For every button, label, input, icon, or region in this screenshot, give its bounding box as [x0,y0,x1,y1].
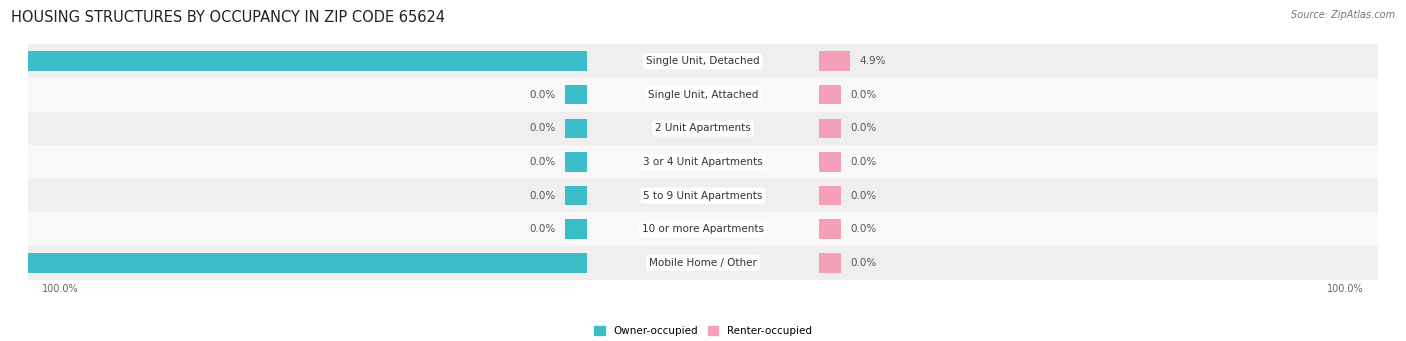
Text: 0.0%: 0.0% [529,224,555,234]
Bar [565,85,588,104]
Text: 0.0%: 0.0% [851,224,877,234]
Text: 0.0%: 0.0% [529,191,555,201]
Text: Mobile Home / Other: Mobile Home / Other [650,258,756,268]
Bar [565,186,588,205]
Text: 10 or more Apartments: 10 or more Apartments [643,224,763,234]
Text: Single Unit, Attached: Single Unit, Attached [648,90,758,100]
Bar [818,152,841,172]
Bar [28,179,1378,212]
Bar [28,212,1378,246]
Text: 0.0%: 0.0% [851,258,877,268]
Bar [28,44,1378,78]
Bar [28,246,1378,280]
Text: 3 or 4 Unit Apartments: 3 or 4 Unit Apartments [643,157,763,167]
Bar [0,51,588,71]
Bar [28,145,1378,179]
Text: 0.0%: 0.0% [851,191,877,201]
Text: 0.0%: 0.0% [529,90,555,100]
Bar [818,51,851,71]
Text: 0.0%: 0.0% [529,123,555,133]
Legend: Owner-occupied, Renter-occupied: Owner-occupied, Renter-occupied [591,322,815,340]
Bar [818,119,841,138]
Text: 5 to 9 Unit Apartments: 5 to 9 Unit Apartments [644,191,762,201]
Bar [818,220,841,239]
Bar [28,78,1378,112]
Text: HOUSING STRUCTURES BY OCCUPANCY IN ZIP CODE 65624: HOUSING STRUCTURES BY OCCUPANCY IN ZIP C… [11,10,446,25]
Text: 0.0%: 0.0% [529,157,555,167]
Bar [28,112,1378,145]
Text: 4.9%: 4.9% [860,56,886,66]
Text: 0.0%: 0.0% [851,123,877,133]
Text: Single Unit, Detached: Single Unit, Detached [647,56,759,66]
Text: 2 Unit Apartments: 2 Unit Apartments [655,123,751,133]
Bar [818,85,841,104]
Bar [818,186,841,205]
Text: 0.0%: 0.0% [851,157,877,167]
Bar [565,119,588,138]
Text: 95.1%: 95.1% [0,56,25,66]
Bar [0,253,588,272]
Bar [818,253,841,272]
Text: Source: ZipAtlas.com: Source: ZipAtlas.com [1291,10,1395,20]
Text: 0.0%: 0.0% [851,90,877,100]
Bar [565,220,588,239]
Bar [565,152,588,172]
